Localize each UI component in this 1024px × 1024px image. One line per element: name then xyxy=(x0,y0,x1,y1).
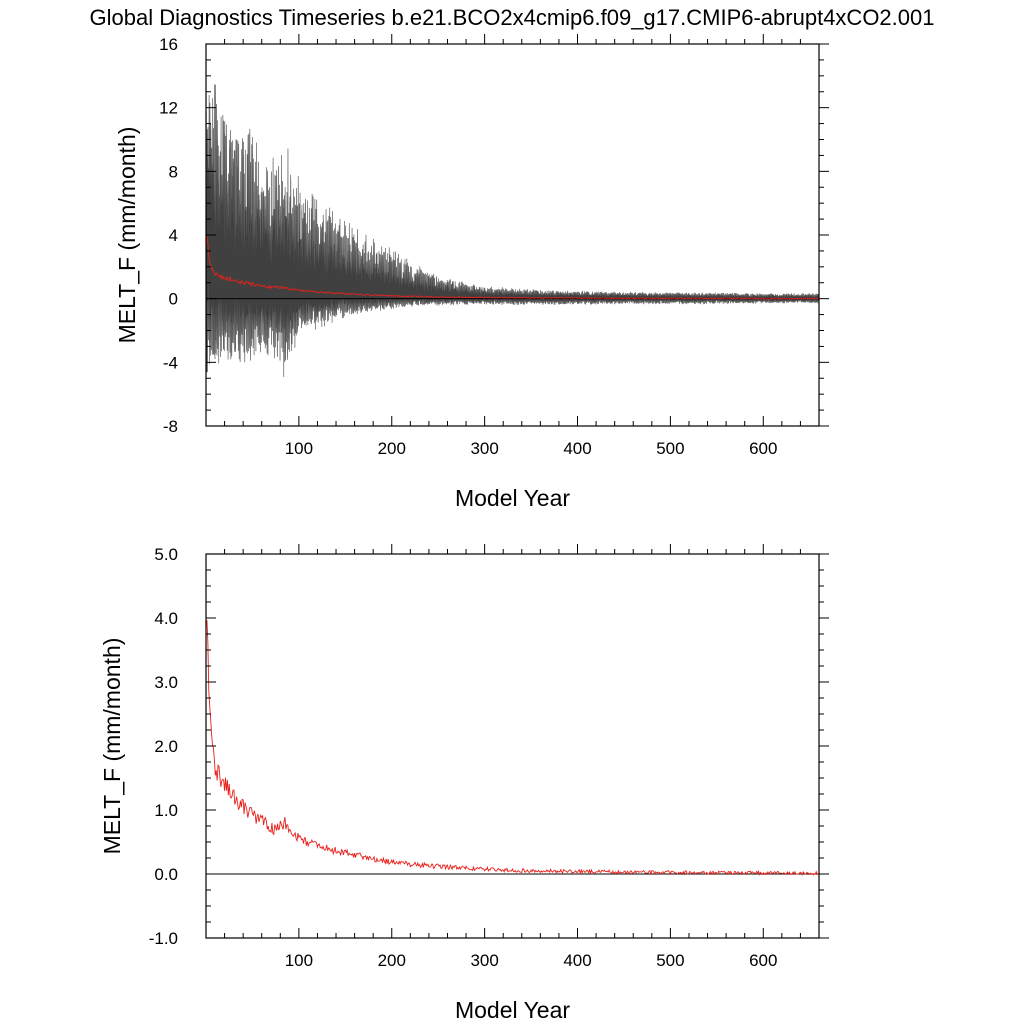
series-line-annual-mean xyxy=(206,620,819,877)
y-tick-label: 2.0 xyxy=(154,737,178,756)
y-tick-label: -8 xyxy=(163,417,178,436)
series-line-monthly xyxy=(206,84,819,377)
plot-frame xyxy=(205,553,820,939)
x-tick-label: 600 xyxy=(749,951,777,970)
x-tick-label: 200 xyxy=(378,951,406,970)
y-tick-label: -4 xyxy=(163,353,178,372)
y-tick-label: 16 xyxy=(159,35,178,54)
y-tick-label: 0.0 xyxy=(154,865,178,884)
y-tick-label: 1.0 xyxy=(154,801,178,820)
x-tick-label: 200 xyxy=(378,439,406,458)
y-tick-label: 12 xyxy=(159,99,178,118)
y-tick-label: 3.0 xyxy=(154,673,178,692)
x-tick-label: 500 xyxy=(656,439,684,458)
x-axis-label: Model Year xyxy=(455,485,570,511)
y-tick-label: 4.0 xyxy=(154,609,178,628)
x-tick-label: 100 xyxy=(285,439,313,458)
x-axis-label: Model Year xyxy=(455,997,570,1023)
y-tick-label: -1.0 xyxy=(149,929,178,948)
x-tick-label: 400 xyxy=(563,439,591,458)
y-axis-label: MELT_F (mm/month) xyxy=(114,127,140,344)
y-tick-label: 5.0 xyxy=(154,545,178,564)
x-tick-label: 500 xyxy=(656,951,684,970)
x-tick-label: 100 xyxy=(285,951,313,970)
x-tick-label: 300 xyxy=(470,439,498,458)
figure-title: Global Diagnostics Timeseries b.e21.BCO2… xyxy=(90,5,935,30)
x-tick-label: 400 xyxy=(563,951,591,970)
series-line-annual-mean xyxy=(206,236,819,300)
y-axis-label: MELT_F (mm/month) xyxy=(99,638,125,855)
y-tick-label: 0 xyxy=(169,290,178,309)
top-panel: 100 200 300 400 500 600 -8 -4 0 4 8 12 16 Model Year M… xyxy=(114,34,829,511)
plot-area xyxy=(206,84,819,377)
bottom-panel: 100 200 300 400 500 600 -1.0 0.0 1.0 2.0 3.0 4.0 5.0… xyxy=(99,544,829,1023)
y-tick-label: 8 xyxy=(169,162,178,181)
x-tick-label: 600 xyxy=(749,439,777,458)
plot-area xyxy=(206,620,819,877)
y-tick-label: 4 xyxy=(169,226,178,245)
x-tick-label: 300 xyxy=(470,951,498,970)
